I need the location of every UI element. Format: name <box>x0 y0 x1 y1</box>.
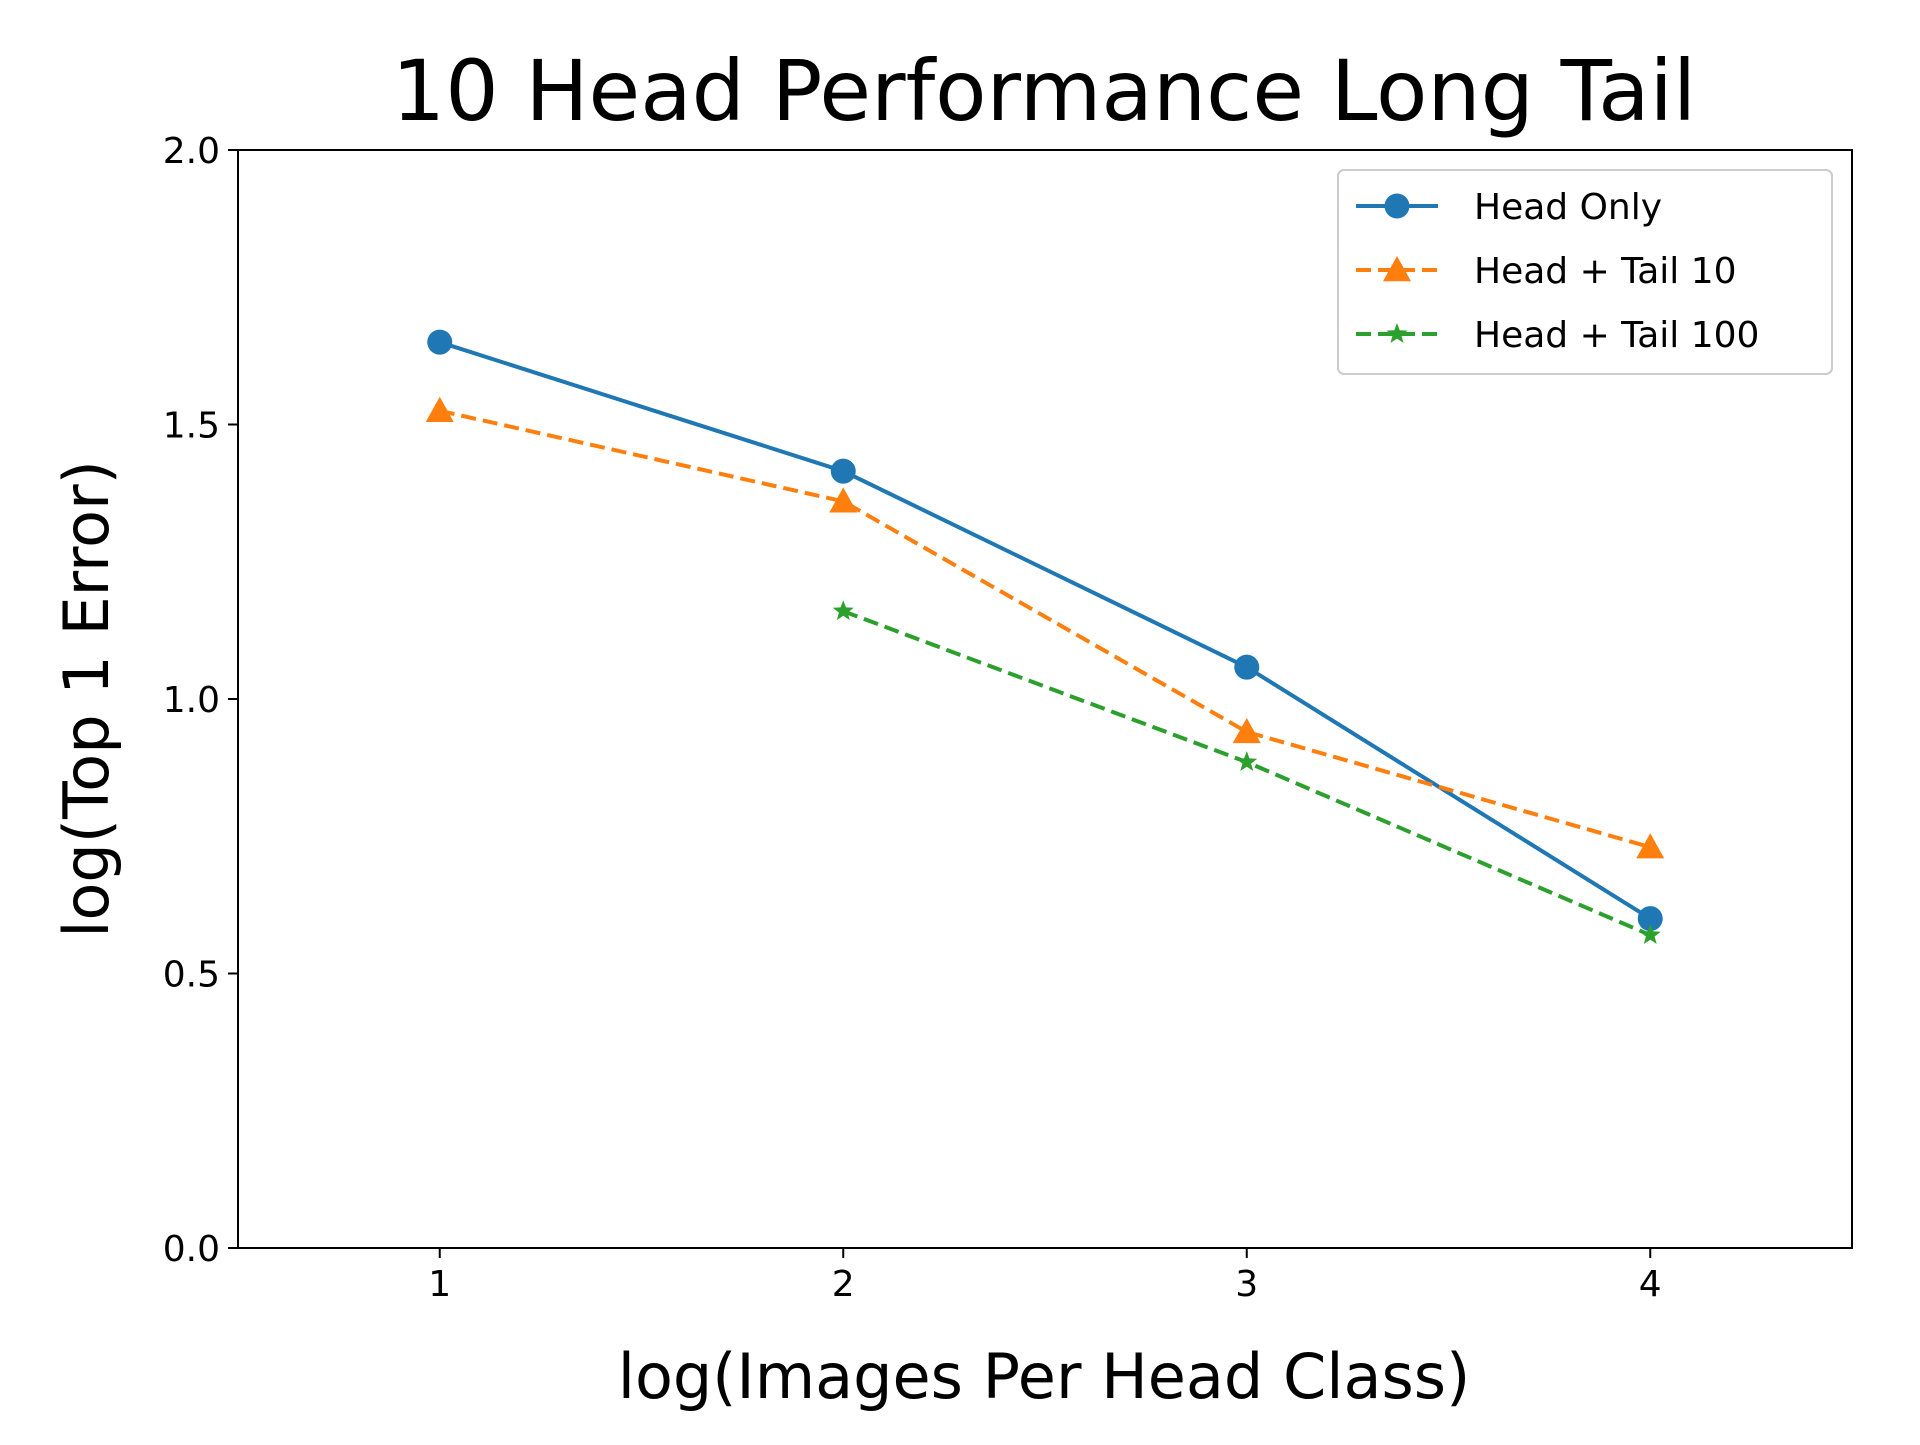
legend: Head Only Head + Tail 10 Head + Tail 100 <box>1337 169 1833 375</box>
legend-label-1: Head Only <box>1474 187 1662 228</box>
legend-label-3: Head + Tail 100 <box>1474 315 1759 356</box>
data-point-series-1-2 <box>830 458 856 484</box>
y-axis-label: log(Top 1 Error) <box>50 460 123 938</box>
data-point-series-2-3 <box>1232 717 1261 744</box>
legend-label-2: Head + Tail 10 <box>1474 251 1737 292</box>
x-tick-label: 4 <box>1639 1264 1662 1305</box>
y-tick-label: 2.0 <box>163 131 220 172</box>
y-tick-label: 0.0 <box>163 1229 220 1270</box>
legend-marker-2 <box>1383 256 1411 282</box>
data-point-series-2-1 <box>425 396 454 422</box>
data-point-series-2-4 <box>1636 833 1665 859</box>
x-tick-label: 3 <box>1235 1264 1258 1305</box>
legend-marker-3 <box>1386 323 1408 343</box>
y-tick-label: 1.0 <box>163 680 220 721</box>
legend-marker-1 <box>1384 193 1410 219</box>
x-tick-label: 1 <box>428 1264 451 1305</box>
data-point-series-1-1 <box>427 329 453 355</box>
x-axis-label: log(Images Per Head Class) <box>618 1340 1471 1413</box>
data-point-series-3-3 <box>1639 924 1661 944</box>
series-line-1 <box>439 340 1652 921</box>
data-point-series-1-4 <box>1637 906 1663 932</box>
data-point-series-1-3 <box>1234 654 1260 680</box>
data-point-series-2-2 <box>829 487 858 513</box>
y-tick-label: 0.5 <box>163 955 220 996</box>
data-point-series-3-1 <box>832 600 854 621</box>
legend-box <box>1337 169 1833 375</box>
y-tick-label: 1.5 <box>163 406 220 447</box>
data-point-series-3-2 <box>1236 751 1258 771</box>
x-tick-label: 2 <box>832 1264 855 1305</box>
series-line-2 <box>439 408 1651 850</box>
chart-title: 10 Head Performance Long Tail <box>392 42 1696 140</box>
